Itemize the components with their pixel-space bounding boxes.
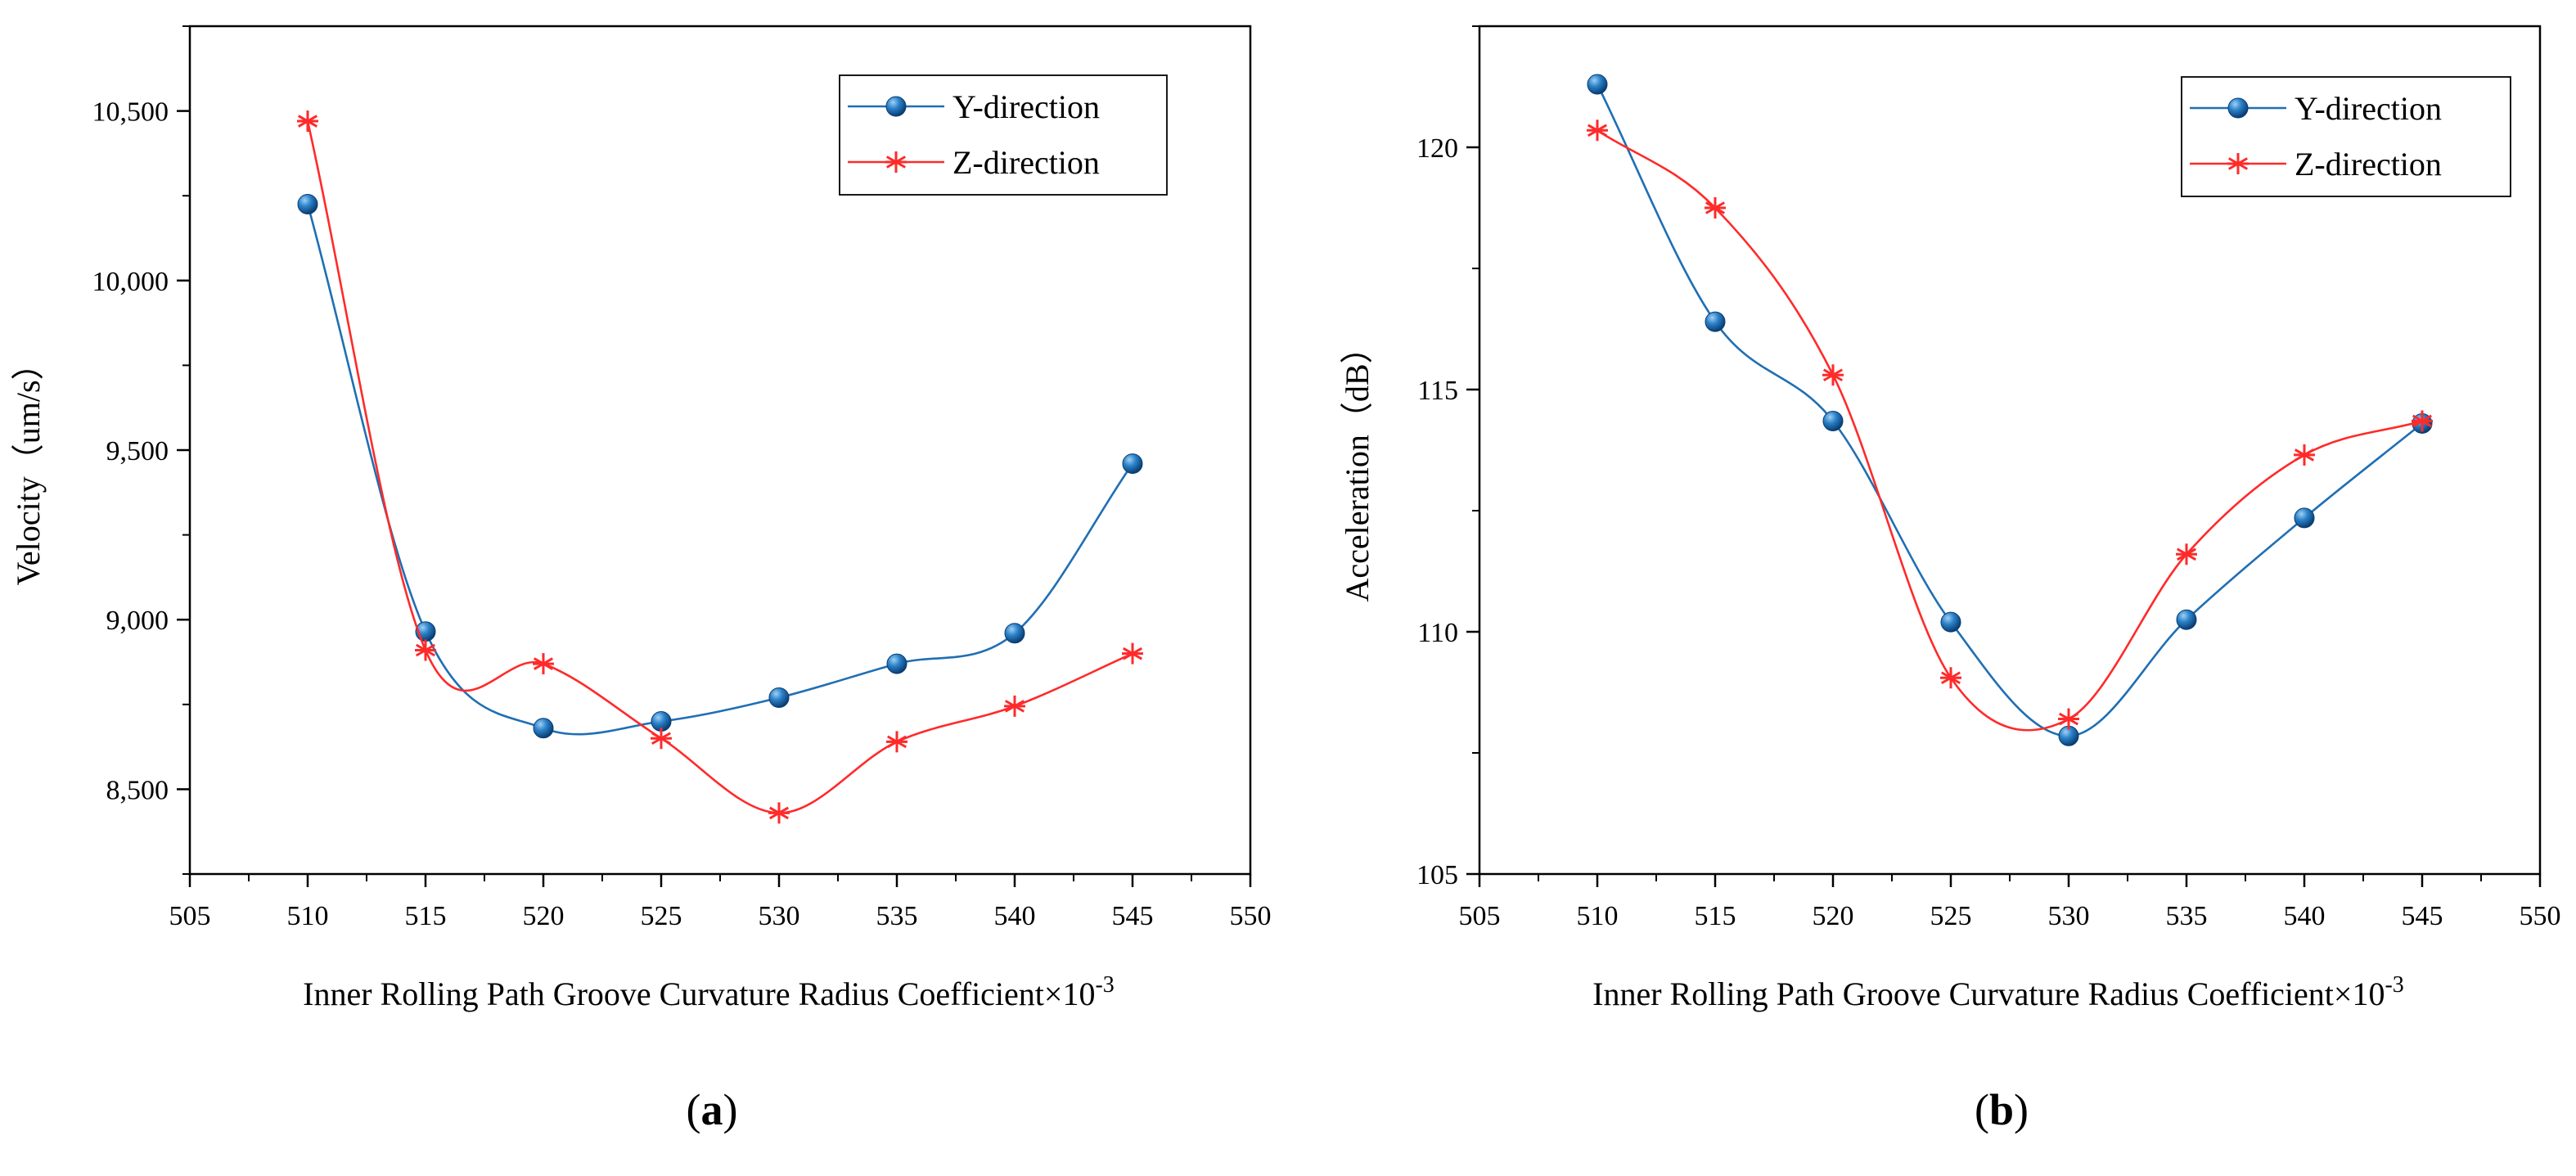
data-point [1004,623,1025,644]
data-point [768,687,790,709]
panel-letter: b [1989,1085,2014,1134]
x-tick-label: 540 [994,901,1036,931]
x-tick-label: 510 [1577,901,1619,931]
data-point [886,731,907,753]
x-tick-label: 525 [641,901,682,931]
x-axis-label: Inner Rolling Path Groove Curvature Radi… [1592,972,2404,1012]
y-axis-label: Velocity（um/s） [10,347,47,585]
panel-label: (b) [1975,1085,2029,1134]
legend: Y-direction Z-direction [839,74,1168,196]
y-tick-label: 9,000 [106,606,169,636]
y-tick-label: 10,500 [92,97,169,128]
y-tick-label: 105 [1416,860,1458,890]
data-point [886,653,907,674]
data-point [297,194,318,215]
legend-label: Y-direction [952,88,1100,125]
data-point [1705,197,1726,219]
x-tick-label: 505 [1459,901,1501,931]
data-point [1822,410,1844,431]
legend: Y-direction Z-direction [2181,76,2511,197]
x-tick-label: 550 [1230,901,1272,931]
x-axis-label-exponent: -3 [2385,972,2403,998]
data-point [297,110,318,133]
x-tick-label: 545 [1112,901,1154,931]
x-axis-label-exponent: -3 [1095,972,1114,998]
legend-marker [2227,97,2249,119]
x-tick-label: 545 [2402,901,2443,931]
data-point [2176,543,2197,565]
data-point [2176,609,2197,630]
data-point [1122,642,1143,665]
x-tick-label: 530 [2048,901,2090,931]
x-tick-label: 550 [2520,901,2561,931]
legend-box [839,74,1168,196]
data-point [768,802,790,824]
y-axis-label: Acceleration（dB） [1339,331,1376,602]
y-tick-label: 110 [1417,618,1458,648]
x-tick-label: 540 [2284,901,2326,931]
y-tick-label: 120 [1416,133,1458,164]
data-point [533,718,554,739]
legend-box [2181,76,2511,197]
x-tick-label: 515 [405,901,447,931]
legend-marker [885,96,907,117]
x-tick-label: 530 [759,901,800,931]
x-axis-label-text: Inner Rolling Path Groove Curvature Radi… [303,975,1095,1012]
chart-panel-a: 505 510 515 520 525 530 535 540 545 550 8,500 9,000… [10,25,1272,1134]
data-point [2294,507,2315,529]
legend-marker [2227,153,2249,174]
x-tick-label: 520 [523,901,565,931]
x-tick-label: 520 [1813,901,1854,931]
y-tick-label: 8,500 [106,775,169,805]
data-point [1587,119,1608,142]
x-tick-label: 505 [169,901,211,931]
data-point [1122,453,1143,475]
data-point [533,653,554,675]
legend-marker [885,151,907,173]
series-line-y-direction [306,204,1134,736]
data-point [1587,74,1608,95]
data-point [1004,695,1025,717]
x-tick-label: 535 [876,901,918,931]
x-tick-label: 510 [287,901,329,931]
legend-label: Z-direction [952,144,1100,181]
data-point [1822,364,1844,386]
series-line-z-direction [1596,129,2423,732]
x-axis-label-text: Inner Rolling Path Groove Curvature Radi… [1592,975,2385,1012]
chart-panel-b: 505 510 515 520 525 530 535 540 545 550 105 110 115 1… [1339,25,2561,1134]
y-tick-label: 10,000 [92,267,169,297]
y-tick-label: 9,500 [106,436,169,466]
data-point [2294,444,2315,466]
x-tick-label: 515 [1695,901,1736,931]
y-tick-label: 115 [1417,376,1458,406]
panel-letter: a [701,1085,723,1134]
data-point [1705,311,1726,332]
legend-label: Z-direction [2295,146,2442,182]
data-point [2412,410,2433,432]
data-point [415,639,436,661]
data-point [1940,667,1961,689]
data-point [651,728,672,750]
panel-label: (a) [687,1085,738,1134]
data-point [1940,611,1961,633]
x-tick-label: 525 [1930,901,1972,931]
x-tick-label: 535 [2166,901,2208,931]
legend-label: Y-direction [2295,90,2442,127]
x-axis-label: Inner Rolling Path Groove Curvature Radi… [303,972,1115,1012]
data-point [2058,708,2079,730]
